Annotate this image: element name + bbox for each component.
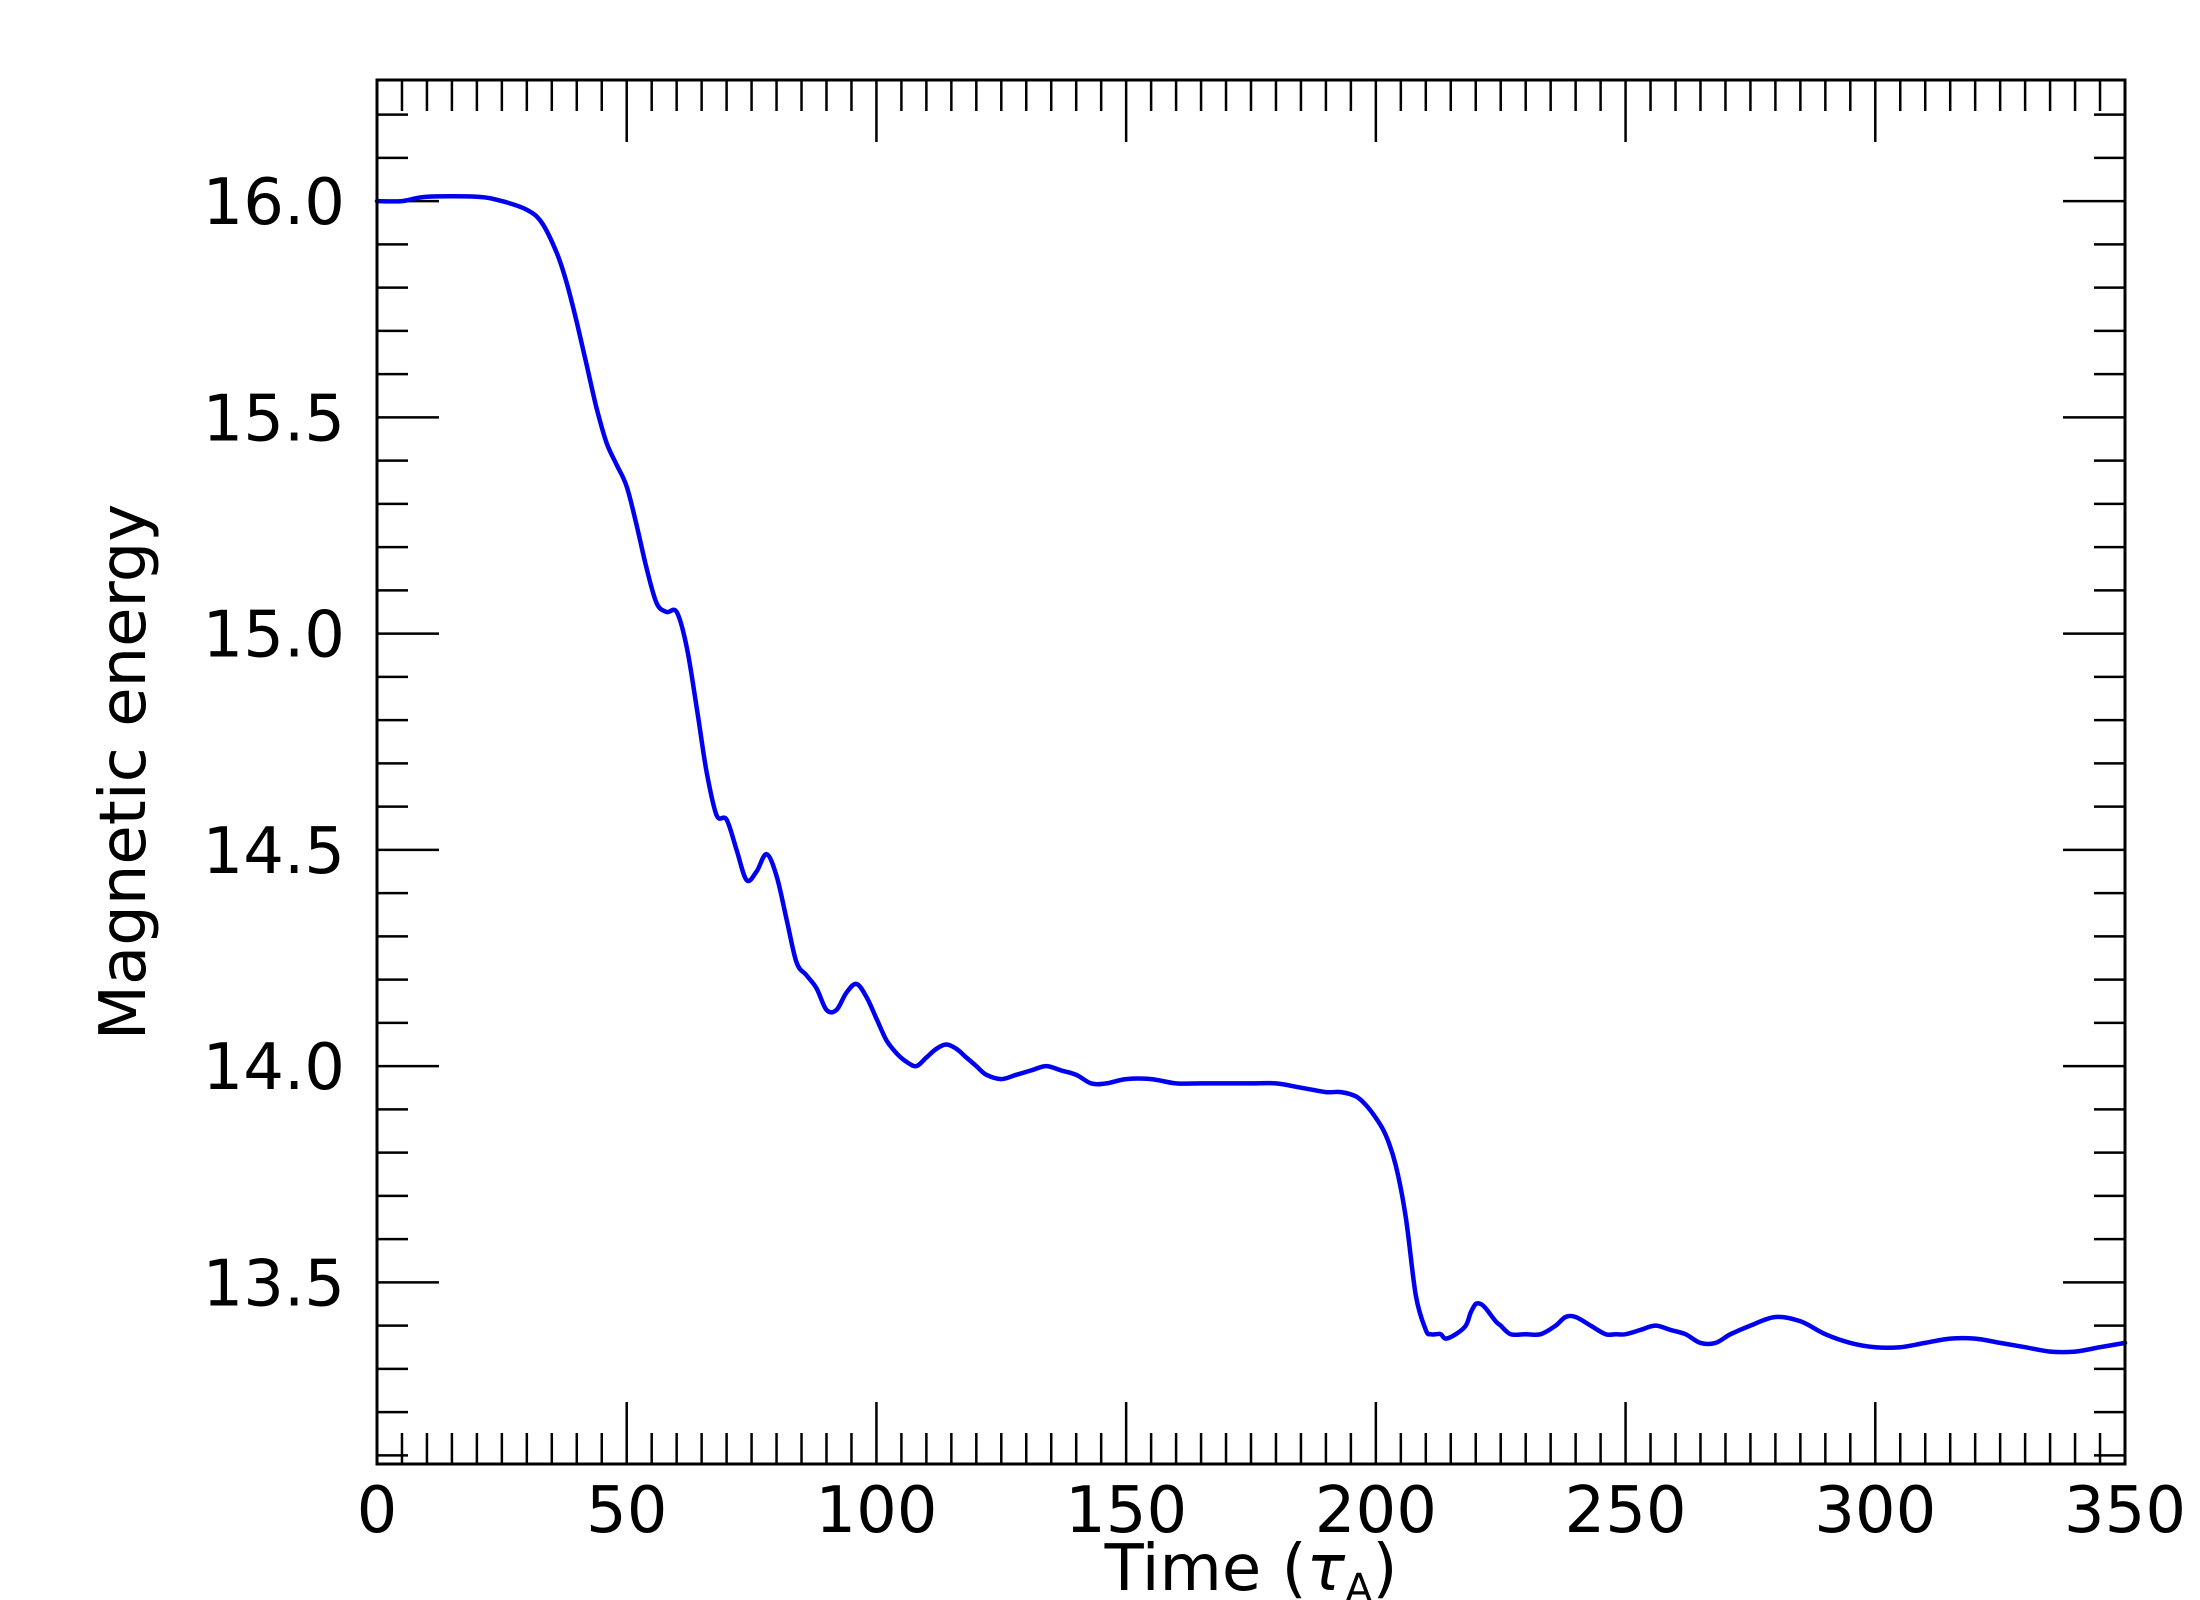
x-tick-label: 0 (357, 1474, 398, 1548)
x-axis-label: Time (τA) (1104, 1532, 1398, 1600)
major-ticks (375, 80, 2127, 1464)
x-tick-label: 150 (1065, 1474, 1187, 1548)
plot-frame (375, 78, 2127, 1466)
tick-labels: 0 50 100 150 200 250 300 350 13.5 14.0 14.5 15.0 15.… (203, 166, 2187, 1548)
y-axis-label: Magnetic energy (87, 504, 161, 1040)
x-axis-label-close: ) (1372, 1532, 1397, 1600)
x-tick-label: 300 (1814, 1474, 1936, 1548)
y-tick-label: 14.5 (203, 815, 346, 889)
x-tick-label: 200 (1315, 1474, 1437, 1548)
x-axis-label-subscript: A (1345, 1566, 1373, 1600)
y-tick-label: 14.0 (203, 1031, 346, 1105)
minor-ticks (377, 80, 2125, 1464)
x-axis-label-symbol: τ (1307, 1532, 1346, 1600)
y-tick-label: 15.0 (203, 599, 346, 673)
series-layer (374, 194, 2128, 1355)
x-tick-label: 250 (1564, 1474, 1686, 1548)
x-tick-label: 100 (815, 1474, 937, 1548)
magnetic-energy-series-line (374, 194, 2128, 1355)
y-tick-label: 15.5 (203, 382, 346, 456)
y-tick-label: 16.0 (203, 166, 346, 240)
x-axis-label-text: Time ( (1104, 1532, 1307, 1600)
x-tick-label: 350 (2064, 1474, 2186, 1548)
y-tick-label: 13.5 (203, 1247, 346, 1321)
x-tick-label: 50 (586, 1474, 667, 1548)
